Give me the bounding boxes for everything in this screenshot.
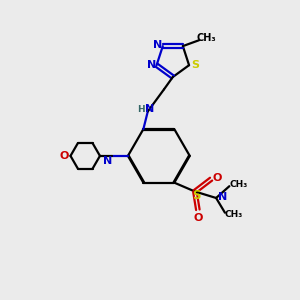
Text: CH₃: CH₃ (229, 180, 247, 189)
Text: O: O (213, 173, 222, 183)
Text: CH₃: CH₃ (196, 33, 216, 43)
Text: O: O (193, 213, 203, 223)
Text: N: N (218, 191, 227, 202)
Text: N: N (103, 156, 112, 166)
Text: H: H (137, 105, 145, 114)
Text: N: N (153, 40, 162, 50)
Text: N: N (145, 103, 154, 113)
Text: CH₃: CH₃ (225, 210, 243, 219)
Text: S: S (191, 60, 199, 70)
Text: O: O (59, 151, 69, 161)
Text: N: N (147, 60, 156, 70)
Text: S: S (192, 188, 201, 202)
